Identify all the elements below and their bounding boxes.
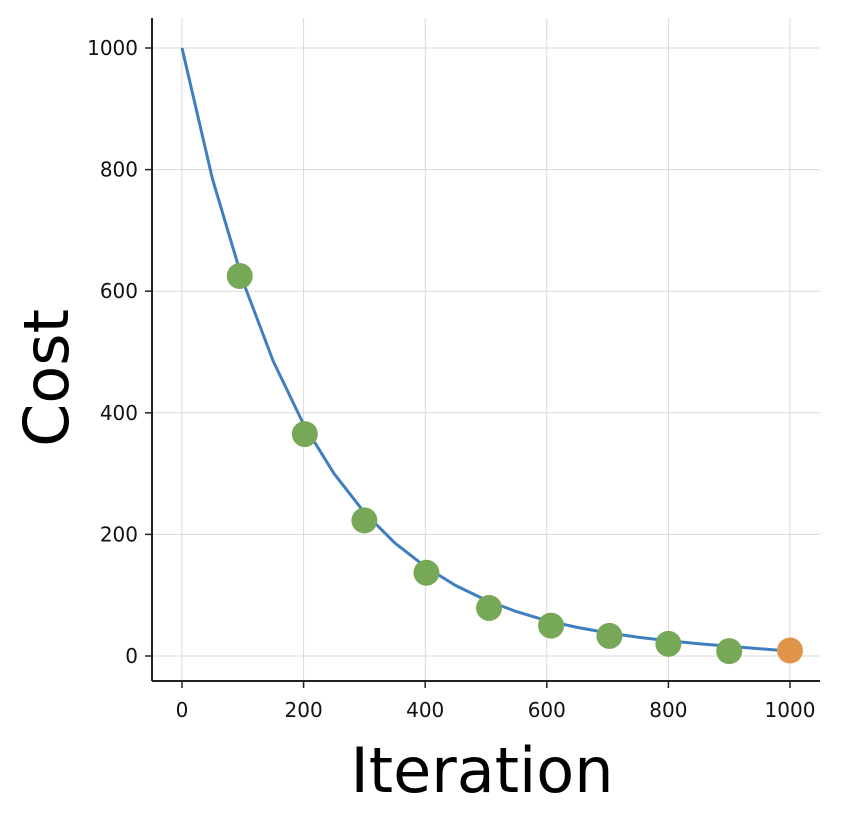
y-tick-label: 200	[100, 522, 138, 546]
cost-curve	[180, 47, 791, 653]
x-tick-labels: 0 200 400 600 800 1000	[176, 698, 816, 722]
y-tick-label: 800	[100, 158, 138, 182]
data-point	[777, 637, 803, 664]
x-tick-label: 600	[528, 698, 566, 722]
data-point	[538, 612, 565, 639]
x-tick-label: 0	[176, 698, 189, 722]
grid-lines	[152, 18, 820, 681]
x-axis-label: Iteration	[351, 734, 614, 807]
axes	[145, 18, 820, 688]
y-tick-label: 600	[100, 279, 138, 303]
data-point	[413, 559, 440, 586]
y-tick-labels: 1000 800 600 400 200 0	[87, 36, 138, 668]
x-tick-label: 200	[285, 698, 323, 722]
y-tick-label: 0	[125, 644, 138, 668]
data-point	[716, 638, 743, 665]
x-tick-label: 400	[406, 698, 444, 722]
data-point	[291, 421, 318, 448]
data-point	[351, 507, 378, 534]
data-point	[226, 263, 253, 289]
data-point	[655, 630, 682, 657]
x-tick-label: 1000	[765, 698, 816, 722]
x-tick-label: 800	[649, 698, 687, 722]
y-tick-label: 400	[100, 401, 138, 425]
y-axis-label: Cost	[10, 309, 83, 447]
data-series	[180, 47, 803, 665]
data-point	[476, 594, 503, 621]
data-point	[596, 622, 623, 649]
y-tick-label: 1000	[87, 36, 138, 60]
